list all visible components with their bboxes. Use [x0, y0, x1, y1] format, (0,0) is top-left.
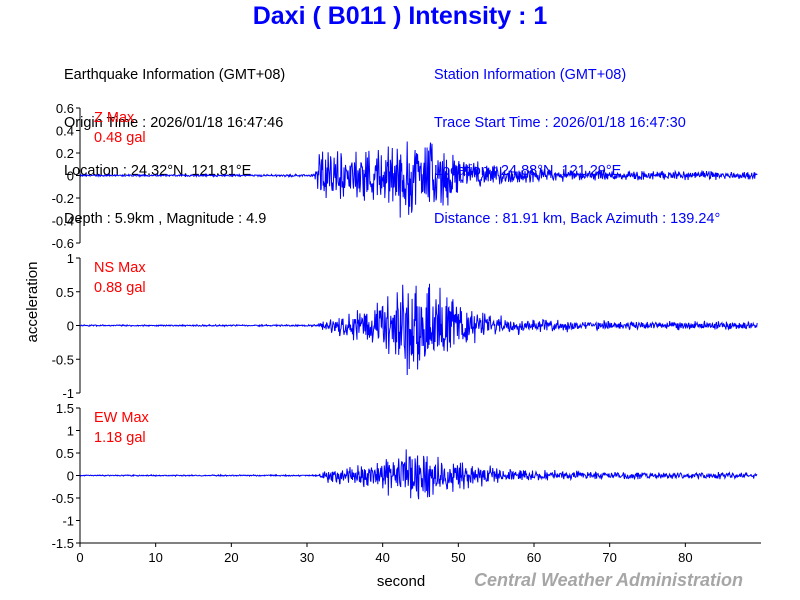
waveform-ns: [79, 283, 758, 376]
y-tick-label-ew: -1: [62, 514, 74, 529]
x-tick-label: 20: [224, 550, 238, 565]
station-info-header: Station Information (GMT+08): [434, 67, 627, 83]
x-tick-label: 70: [602, 550, 616, 565]
y-tick-label-z: -0.4: [52, 214, 74, 229]
trace-start-time: Trace Start Time : 2026/01/18 16:47:30: [434, 115, 686, 131]
x-tick-label: 30: [300, 550, 314, 565]
x-tick-label: 40: [375, 550, 389, 565]
max-value-z: 0.48 gal: [94, 130, 146, 146]
y-tick-label-ew: -1.5: [52, 536, 74, 551]
max-label-ew: EW Max: [94, 410, 150, 426]
x-tick-label: 50: [451, 550, 465, 565]
y-tick-label-ns: -1: [62, 386, 74, 401]
y-tick-label-ew: 1: [67, 424, 74, 439]
y-tick-label-ew: 0.5: [56, 446, 74, 461]
y-tick-label-ns: 0: [67, 319, 74, 334]
waveform-z: [79, 141, 758, 218]
y-tick-label-ns: 1: [67, 251, 74, 266]
panel-ns: [76, 257, 758, 394]
y-axis-title: acceleration: [24, 262, 41, 343]
y-tick-label-ew: -0.5: [52, 491, 74, 506]
chart-title: Daxi ( B011 ) Intensity : 1: [252, 2, 548, 30]
y-tick-label-ew: 0: [67, 469, 74, 484]
x-tick-label: 80: [678, 550, 692, 565]
panel-z: [76, 107, 758, 244]
panel-ew: [76, 407, 758, 544]
x-tick-label: 0: [76, 550, 83, 565]
earthquake-info: Earthquake Information (GMT+08) Origin T…: [64, 35, 285, 243]
x-axis-title: second: [377, 573, 425, 590]
y-tick-label-z: 0.2: [56, 146, 74, 161]
max-value-ew: 1.18 gal: [94, 430, 146, 446]
x-tick-label: 60: [527, 550, 541, 565]
distance-azimuth: Distance : 81.91 km, Back Azimuth : 139.…: [434, 211, 721, 227]
credit-text: Central Weather Administration: [474, 570, 744, 590]
depth-magnitude: Depth : 5.9km , Magnitude : 4.9: [64, 211, 267, 227]
y-tick-label-z: -0.2: [52, 191, 74, 206]
waveform-ew: [79, 449, 758, 500]
y-tick-label-ns: 0.5: [56, 285, 74, 300]
y-tick-label-z: 0.4: [56, 124, 74, 139]
max-value-ns: 0.88 gal: [94, 280, 146, 296]
y-tick-label-ew: 1.5: [56, 401, 74, 416]
max-label-z: Z Max: [94, 110, 135, 126]
y-tick-label-z: -0.6: [52, 236, 74, 251]
y-tick-label-z: 0: [67, 169, 74, 184]
earthquake-info-header: Earthquake Information (GMT+08): [64, 67, 286, 83]
x-tick-label: 10: [148, 550, 162, 565]
y-tick-label-z: 0.6: [56, 101, 74, 116]
origin-time: Origin Time : 2026/01/18 16:47:46: [64, 115, 284, 131]
max-label-ns: NS Max: [94, 260, 146, 276]
y-tick-label-ns: -0.5: [52, 352, 74, 367]
